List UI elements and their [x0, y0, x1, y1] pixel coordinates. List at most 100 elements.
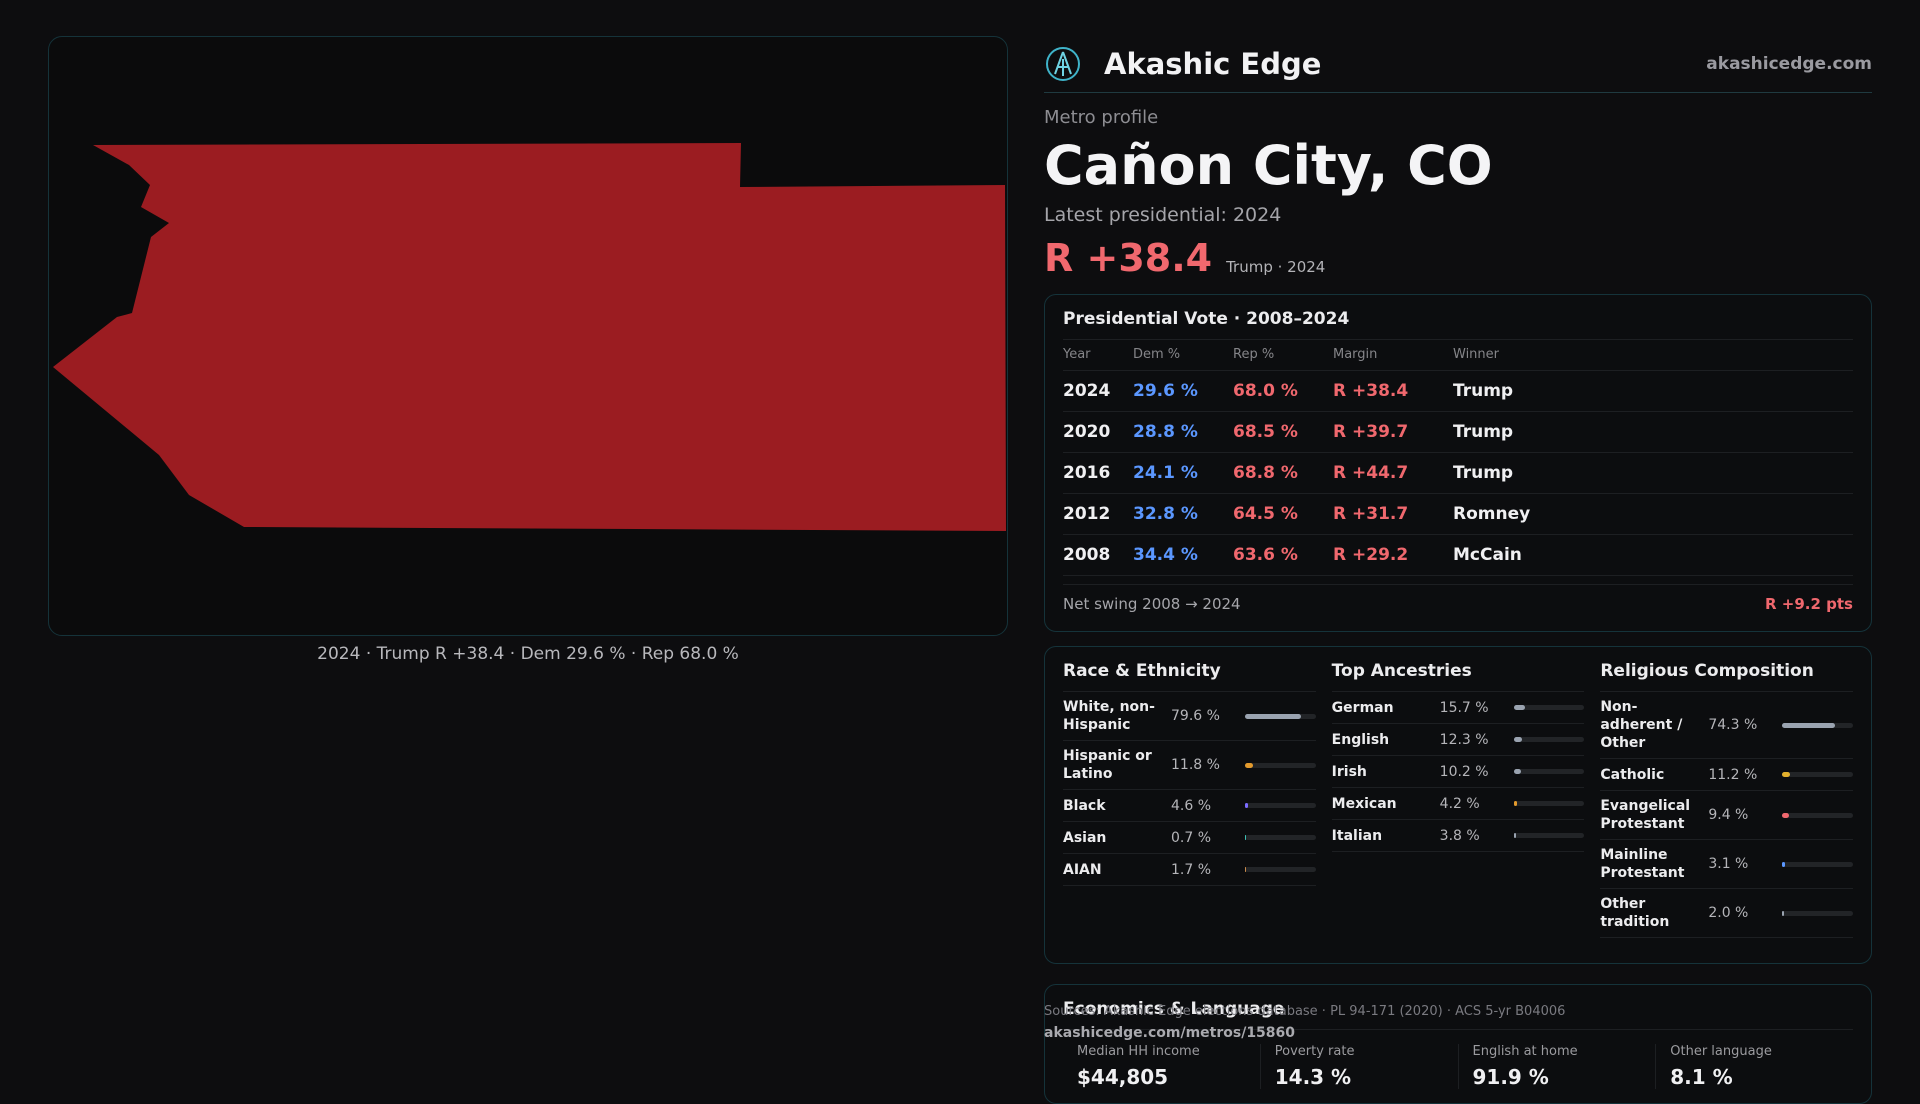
- item-value: 9.4 %: [1708, 807, 1749, 823]
- item-value: 0.7 %: [1171, 829, 1212, 846]
- percent-bar: [1782, 772, 1854, 777]
- row-margin: R +31.7: [1333, 493, 1453, 535]
- percent-bar: [1245, 835, 1316, 840]
- percent-bar: [1513, 801, 1585, 806]
- latest-presidential-label: Latest presidential: 2024: [1044, 204, 1282, 226]
- percent-bar-fill: [1782, 910, 1784, 916]
- econ-label: English at home: [1472, 1044, 1578, 1059]
- presidential-vote-card: Presidential Vote · 2008–2024 Year Dem %…: [1044, 294, 1872, 632]
- religion-title: Religious Composition: [1600, 661, 1854, 692]
- brand-name: Akashic Edge: [1104, 47, 1322, 81]
- row-rep: 63.6 %: [1233, 534, 1333, 576]
- county-shape[interactable]: [53, 143, 1006, 531]
- metro-map[interactable]: [48, 36, 1008, 636]
- row-dem: 32.8 %: [1133, 493, 1233, 535]
- percent-bar: [1245, 762, 1316, 768]
- list-item: Mexican 4.2 %: [1331, 788, 1585, 820]
- list-item: White, non-Hispanic 79.6 %: [1063, 692, 1316, 741]
- metro-url-link[interactable]: akashicedge.com/metros/15860: [1044, 1025, 1296, 1041]
- econ-value: $44,805: [1077, 1065, 1169, 1089]
- economics-title: Economics & Language: [1063, 999, 1853, 1030]
- row-rep: 68.0 %: [1233, 370, 1333, 412]
- percent-bar-fill: [1245, 762, 1254, 768]
- page-title: Cañon City, CO: [1044, 134, 1493, 197]
- item-label: AIAN: [1063, 861, 1102, 878]
- item-value: 3.8 %: [1439, 827, 1480, 844]
- item-label: Italian: [1331, 827, 1383, 844]
- row-year: 2012: [1063, 493, 1133, 535]
- item-value: 79.6 %: [1171, 708, 1220, 724]
- brand-header: Akashic Edge akashicedge.com: [1044, 36, 1872, 93]
- row-year: 2024: [1063, 370, 1133, 412]
- item-label: Mainline Protestant: [1600, 847, 1685, 881]
- col-rep-header: Rep %: [1233, 340, 1333, 371]
- row-winner: Trump: [1453, 411, 1853, 453]
- econ-value: 8.1 %: [1670, 1065, 1733, 1089]
- percent-bar: [1513, 769, 1585, 774]
- margin-value: R +38.4: [1044, 236, 1213, 280]
- row-winner: Trump: [1453, 370, 1853, 412]
- sources-text: Sources: Akashic Edge elections database…: [1044, 1004, 1566, 1019]
- site-link[interactable]: akashicedge.com: [1706, 54, 1872, 74]
- item-value: 11.2 %: [1708, 766, 1758, 783]
- row-dem: 28.8 %: [1133, 411, 1233, 453]
- list-item: Hispanic or Latino 11.8 %: [1063, 741, 1316, 790]
- religion-column: Religious Composition Non-adherent / Oth…: [1600, 661, 1854, 949]
- percent-bar-fill: [1245, 803, 1249, 808]
- percent-bar-fill: [1782, 861, 1785, 867]
- percent-bar-fill: [1513, 769, 1521, 774]
- item-label: Black: [1063, 797, 1106, 814]
- net-swing-value: R +9.2 pts: [1765, 595, 1853, 613]
- percent-bar-fill: [1513, 833, 1517, 838]
- row-dem: 34.4 %: [1133, 534, 1233, 576]
- item-value: 2.0 %: [1708, 905, 1749, 921]
- table-row: 2016 24.1 % 68.8 % R +44.7 Trump: [1063, 452, 1853, 494]
- econ-label: Other language: [1670, 1044, 1772, 1059]
- list-item: Black 4.6 %: [1063, 790, 1316, 822]
- vote-table: Year Dem % Rep % Margin Winner 2024 29.6…: [1063, 340, 1853, 576]
- list-item: Evangelical Protestant 9.4 %: [1600, 791, 1854, 840]
- list-item: Other tradition 2.0 %: [1600, 889, 1854, 938]
- race-list: White, non-Hispanic 79.6 % Hispanic or Lat…: [1063, 692, 1316, 886]
- vote-card-title: Presidential Vote · 2008–2024: [1063, 309, 1853, 340]
- percent-bar-fill: [1513, 737, 1523, 742]
- item-value: 11.8 %: [1171, 757, 1220, 773]
- item-value: 74.3 %: [1708, 717, 1758, 733]
- list-item: English 12.3 %: [1331, 724, 1585, 756]
- margin-summary: R +38.4 Trump · 2024: [1044, 236, 1872, 280]
- item-label: Hispanic or Latino: [1063, 748, 1152, 782]
- econ-item: Median HH income $44,805: [1063, 1044, 1260, 1089]
- percent-bar: [1513, 833, 1585, 838]
- row-dem: 24.1 %: [1133, 452, 1233, 494]
- list-item: Mainline Protestant 3.1 %: [1600, 840, 1854, 889]
- table-row: 2008 34.4 % 63.6 % R +29.2 McCain: [1063, 534, 1853, 576]
- table-row: 2024 29.6 % 68.0 % R +38.4 Trump: [1063, 370, 1853, 412]
- list-item: Catholic 11.2 %: [1600, 759, 1854, 791]
- item-value: 3.1 %: [1708, 856, 1749, 872]
- percent-bar-fill: [1245, 867, 1247, 872]
- net-swing: Net swing 2008 → 2024 R +9.2 pts: [1063, 584, 1853, 613]
- ancestry-title: Top Ancestries: [1331, 661, 1585, 692]
- metro-profile-label: Metro profile: [1044, 107, 1159, 128]
- row-margin: R +38.4: [1333, 370, 1453, 412]
- demographics-card: Race & Ethnicity White, non-Hispanic 79.6…: [1044, 646, 1872, 964]
- list-item: Italian 3.8 %: [1331, 820, 1585, 852]
- percent-bar: [1245, 803, 1316, 808]
- ancestry-list: German 15.7 % English 12.3 % Irish 10.2 % Mexi…: [1331, 692, 1585, 852]
- item-value: 4.6 %: [1171, 797, 1212, 814]
- row-margin: R +44.7: [1333, 452, 1453, 494]
- item-label: Mexican: [1331, 795, 1397, 812]
- row-dem: 29.6 %: [1133, 370, 1233, 412]
- row-margin: R +39.7: [1333, 411, 1453, 453]
- col-winner-header: Winner: [1453, 340, 1853, 371]
- percent-bar: [1782, 910, 1854, 916]
- econ-item: Other language 8.1 %: [1655, 1044, 1853, 1089]
- percent-bar: [1782, 861, 1854, 867]
- item-label: Catholic: [1600, 766, 1665, 783]
- item-label: Non-adherent / Other: [1600, 699, 1683, 751]
- percent-bar: [1513, 705, 1585, 710]
- list-item: AIAN 1.7 %: [1063, 854, 1316, 886]
- row-margin: R +29.2: [1333, 534, 1453, 576]
- row-rep: 64.5 %: [1233, 493, 1333, 535]
- row-year: 2016: [1063, 452, 1133, 494]
